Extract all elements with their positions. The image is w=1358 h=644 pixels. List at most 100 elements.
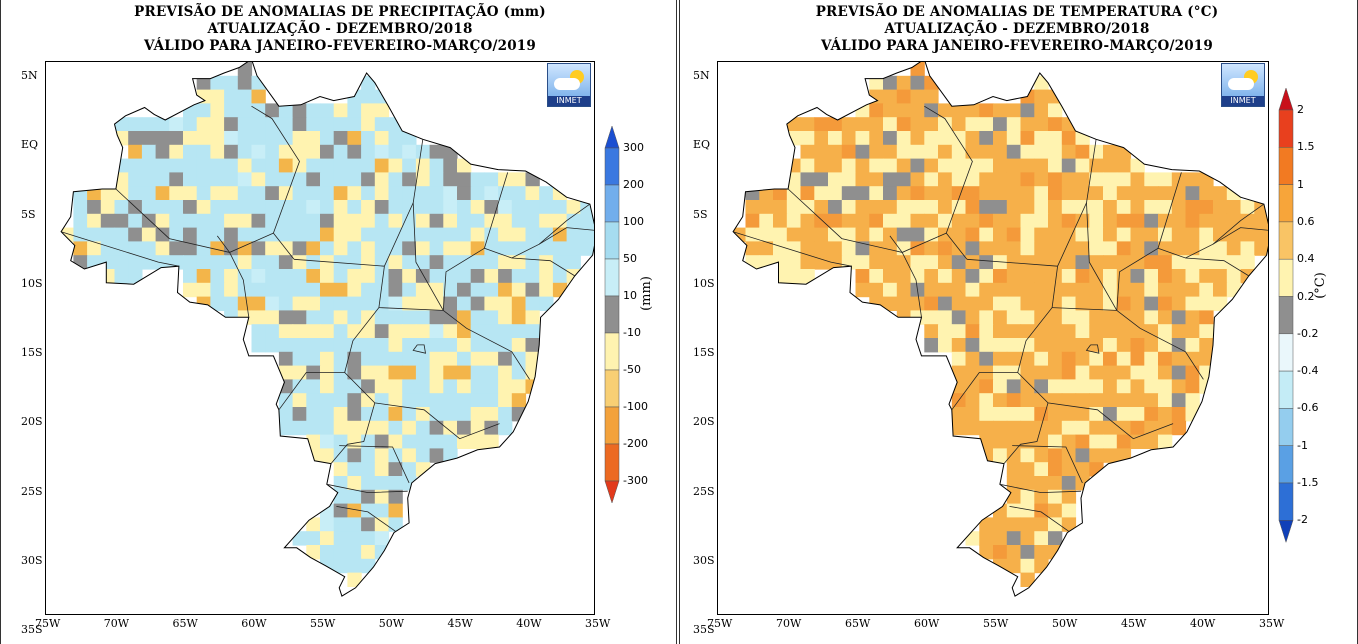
lon-tick-label: 60W: [914, 617, 940, 630]
map-grid-cell: [333, 241, 348, 256]
map-grid-cell: [1144, 351, 1159, 367]
map-grid-cell: [224, 282, 239, 298]
map-grid-cell: [1089, 255, 1104, 270]
colorbar-segment: [604, 406, 620, 445]
map-grid-cell: [251, 310, 266, 325]
map-grid-cell: [361, 227, 376, 242]
map-grid-cell: [896, 255, 912, 270]
map-grid-cell: [210, 296, 225, 311]
map-grid-cell: [1034, 462, 1049, 477]
state-border: [1012, 445, 1083, 484]
map-grid-cell: [1034, 144, 1049, 160]
map-grid-cell: [1199, 338, 1214, 353]
map-grid-cell: [484, 296, 499, 311]
map-grid-cell: [169, 200, 184, 215]
map-grid-cell: [251, 255, 266, 270]
map-grid-cell: [224, 227, 239, 242]
map-grid-cell: [1144, 407, 1159, 422]
map-grid-cell: [347, 379, 362, 394]
map-grid-cell: [210, 89, 225, 104]
colorbar-arrow-top: [1278, 88, 1294, 111]
map-grid-cell: [443, 213, 458, 229]
map-grid-cell: [883, 117, 898, 132]
map-grid-cell: [828, 213, 843, 229]
map-grid-cell: [361, 282, 376, 298]
map-grid-cell: [196, 227, 211, 242]
map-grid-cell: [457, 393, 472, 408]
map-grid-cell: [965, 172, 980, 187]
map-grid-cell: [388, 365, 403, 380]
map-grid-cell: [1226, 241, 1242, 256]
map-grid-cell: [1048, 407, 1063, 422]
map-grid-cell: [210, 227, 225, 242]
lat-tick-label: 10S: [21, 276, 43, 290]
map-grid-cell: [361, 131, 376, 146]
map-grid-cell: [333, 338, 348, 353]
map-grid-cell: [155, 117, 170, 132]
map-grid-cell: [1103, 255, 1118, 270]
map-grid-cell: [869, 282, 884, 298]
map-grid-cell: [498, 379, 513, 394]
lat-tick-label: 30S: [693, 553, 715, 567]
map-grid-cell: [979, 172, 994, 187]
map-grid-cell: [993, 420, 1008, 436]
map-grid-cell: [1171, 296, 1187, 311]
map-grid-cell: [786, 227, 802, 242]
map-grid-cell: [100, 186, 116, 201]
map-grid-cell: [347, 158, 362, 173]
map-grid-cell: [896, 75, 912, 91]
map-grid-cell: [511, 296, 527, 311]
map-grid-cell: [1226, 200, 1242, 215]
map-grid-cell: [347, 310, 362, 325]
map-grid-cell: [347, 255, 362, 270]
map-grid-cell: [470, 269, 485, 284]
map-grid-cell: [224, 172, 239, 187]
map-grid-cell: [429, 200, 444, 215]
map-grid-cell: [155, 186, 170, 201]
map-grid-cell: [1020, 462, 1035, 477]
map-grid-cell: [1020, 338, 1035, 353]
map-grid-cell: [333, 351, 348, 367]
map-grid-cell: [210, 186, 225, 201]
map-grid-cell: [883, 227, 898, 242]
map-grid-cell: [320, 434, 335, 449]
map-grid-cell: [786, 255, 802, 270]
precip-title-line-3: VÁLIDO PARA JANEIRO-FEVEREIRO-MARÇO/2019: [144, 38, 536, 54]
map-grid-cell: [896, 117, 912, 132]
lon-tick-label: 55W: [310, 617, 336, 630]
map-grid-cell: [237, 144, 253, 160]
map-grid-cell: [237, 296, 253, 311]
map-grid-cell: [1048, 269, 1063, 284]
map-grid-cell: [924, 89, 939, 104]
map-grid-cell: [498, 296, 513, 311]
map-grid-cell: [251, 200, 266, 215]
map-grid-cell: [320, 186, 335, 201]
map-grid-cell: [1061, 448, 1077, 463]
map-grid-cell: [100, 213, 116, 229]
map-grid-cell: [402, 351, 417, 367]
map-grid-cell: [910, 227, 925, 242]
map-grid-cell: [292, 420, 307, 436]
map-grid-cell: [1103, 158, 1118, 173]
map-grid-cell: [374, 448, 390, 463]
map-grid-cell: [429, 213, 444, 229]
map-grid-cell: [1034, 448, 1049, 463]
map-grid-cell: [251, 296, 266, 311]
map-grid-cell: [1089, 282, 1104, 298]
map-grid-cell: [292, 158, 307, 173]
map-grid-cell: [361, 241, 376, 256]
map-grid-cell: [525, 269, 540, 284]
map-grid-cell: [1144, 255, 1159, 270]
map-grid-cell: [1103, 186, 1118, 201]
map-grid-cell: [196, 200, 211, 215]
map-grid-cell: [951, 338, 967, 353]
map-grid-cell: [196, 75, 211, 91]
map-grid-cell: [883, 241, 898, 256]
map-grid-cell: [828, 255, 843, 270]
map-grid-cell: [1006, 241, 1022, 256]
map-grid-cell: [320, 117, 335, 132]
map-grid-cell: [443, 282, 458, 298]
map-grid-cell: [965, 186, 980, 201]
map-grid-cell: [1048, 227, 1063, 242]
map-grid-cell: [814, 186, 829, 201]
